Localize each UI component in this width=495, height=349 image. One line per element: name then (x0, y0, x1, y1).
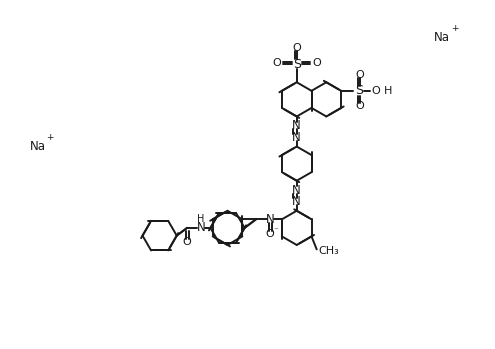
Text: CH₃: CH₃ (318, 246, 339, 256)
Text: O: O (183, 237, 192, 247)
Text: O: O (273, 58, 282, 68)
Text: O: O (293, 43, 301, 53)
Text: S: S (355, 84, 363, 97)
Text: O: O (371, 86, 380, 96)
Text: O: O (265, 229, 274, 239)
Text: Na: Na (30, 140, 46, 153)
Text: N: N (293, 195, 301, 208)
Text: N: N (293, 184, 301, 196)
Text: N: N (197, 221, 205, 235)
Text: +: + (47, 133, 54, 142)
Text: +: + (450, 24, 458, 33)
Text: O: O (355, 70, 364, 80)
Text: N: N (293, 119, 301, 132)
Text: O: O (355, 101, 364, 111)
Text: N: N (293, 131, 301, 144)
Text: O: O (312, 58, 321, 68)
Text: S: S (293, 58, 301, 70)
Text: H: H (198, 214, 205, 224)
Text: Na: Na (434, 31, 450, 44)
Text: H: H (384, 86, 392, 96)
Text: N: N (266, 213, 275, 226)
Text: ⁻: ⁻ (273, 226, 278, 235)
